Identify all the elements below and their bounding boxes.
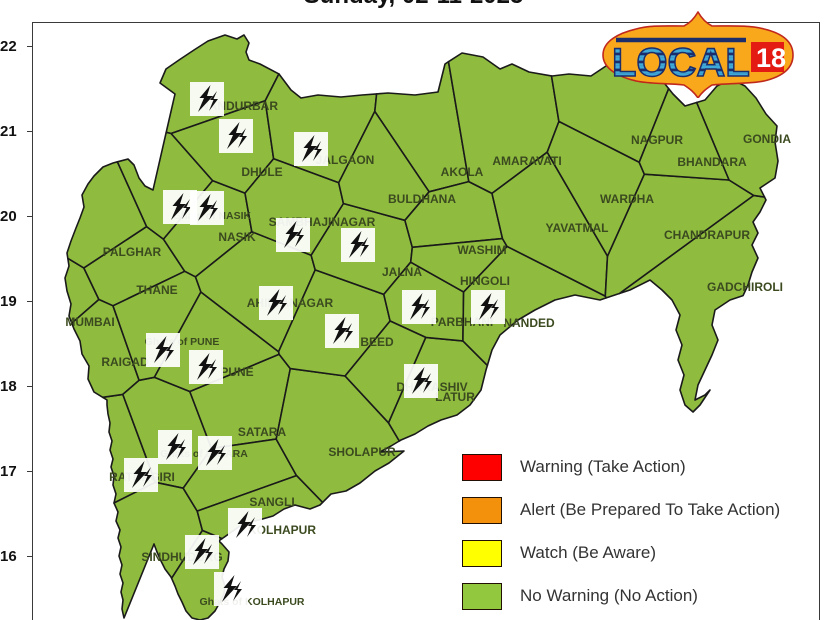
svg-text:LOCAL: LOCAL: [612, 41, 750, 85]
svg-text:18: 18: [756, 43, 786, 73]
